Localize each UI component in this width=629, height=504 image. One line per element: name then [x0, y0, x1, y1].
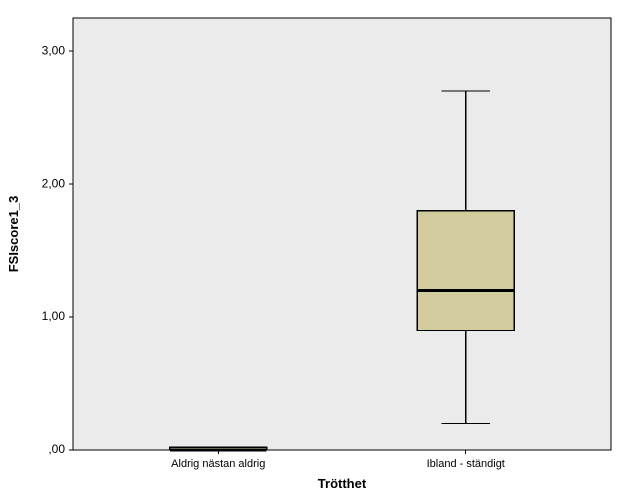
- x-tick-label: Ibland - ständigt: [427, 458, 505, 470]
- x-axis-label: Trötthet: [318, 476, 367, 491]
- x-tick-label: Aldrig nästan aldrig: [171, 458, 265, 470]
- box: [417, 211, 514, 331]
- plot-area: [73, 18, 611, 450]
- chart-svg: ,00 1,00 2,00 3,00 FSIscore1_3 Aldrig nästan …: [0, 0, 629, 504]
- y-tick-label: 3,00: [42, 43, 66, 57]
- y-axis-label: FSIscore1_3: [6, 196, 21, 273]
- y-tick-label: 2,00: [42, 176, 66, 190]
- y-tick-label: 1,00: [42, 309, 66, 323]
- boxplot-chart: ,00 1,00 2,00 3,00 FSIscore1_3 Aldrig nästan …: [0, 0, 629, 504]
- y-tick-label: ,00: [48, 442, 65, 456]
